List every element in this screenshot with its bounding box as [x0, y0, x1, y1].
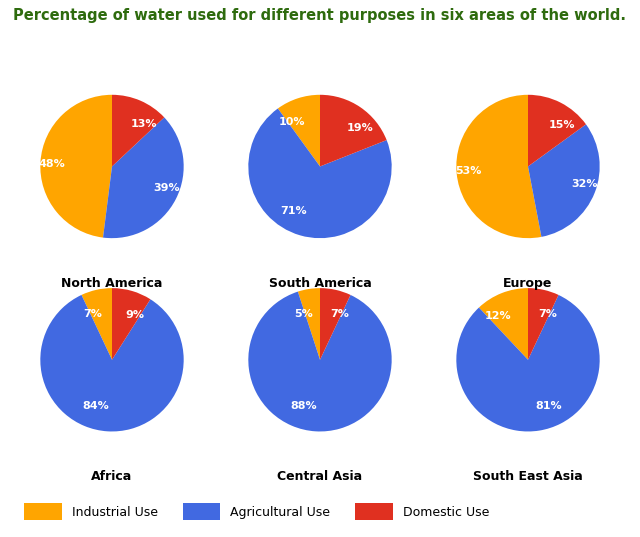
Text: 13%: 13%	[131, 119, 157, 129]
Wedge shape	[40, 295, 184, 431]
Text: Europe: Europe	[503, 277, 553, 289]
Text: South East Asia: South East Asia	[473, 470, 583, 483]
Text: Percentage of water used for different purposes in six areas of the world.: Percentage of water used for different p…	[13, 8, 626, 23]
Wedge shape	[248, 292, 392, 431]
Text: 5%: 5%	[294, 309, 313, 319]
Wedge shape	[112, 95, 164, 166]
Wedge shape	[103, 118, 184, 238]
Text: 9%: 9%	[125, 310, 144, 320]
Text: Africa: Africa	[92, 470, 132, 483]
Text: 7%: 7%	[83, 309, 102, 320]
Wedge shape	[81, 288, 112, 360]
Text: 84%: 84%	[83, 401, 109, 411]
Text: 32%: 32%	[572, 179, 598, 188]
Wedge shape	[528, 125, 600, 237]
Text: 81%: 81%	[535, 401, 562, 411]
Wedge shape	[248, 108, 392, 238]
Wedge shape	[40, 95, 112, 237]
Text: 71%: 71%	[280, 206, 307, 216]
Text: 7%: 7%	[538, 309, 557, 320]
Text: North America: North America	[61, 277, 163, 289]
Text: 12%: 12%	[484, 311, 511, 322]
Text: 53%: 53%	[455, 166, 482, 176]
Wedge shape	[456, 295, 600, 431]
Text: 7%: 7%	[330, 309, 349, 320]
Wedge shape	[528, 288, 559, 360]
Text: Central Asia: Central Asia	[277, 470, 363, 483]
Wedge shape	[320, 288, 351, 360]
Wedge shape	[320, 95, 387, 166]
Wedge shape	[528, 95, 586, 166]
Text: 15%: 15%	[549, 120, 575, 130]
Wedge shape	[479, 288, 528, 360]
Wedge shape	[112, 288, 150, 360]
Text: 88%: 88%	[291, 401, 317, 411]
Wedge shape	[278, 95, 320, 166]
Text: 19%: 19%	[346, 123, 373, 133]
Text: 39%: 39%	[154, 183, 180, 193]
Text: 10%: 10%	[279, 117, 306, 127]
Legend: Industrial Use, Agricultural Use, Domestic Use: Industrial Use, Agricultural Use, Domest…	[19, 498, 494, 525]
Wedge shape	[456, 95, 541, 238]
Text: 48%: 48%	[39, 158, 65, 169]
Text: South America: South America	[269, 277, 371, 289]
Wedge shape	[298, 288, 320, 360]
